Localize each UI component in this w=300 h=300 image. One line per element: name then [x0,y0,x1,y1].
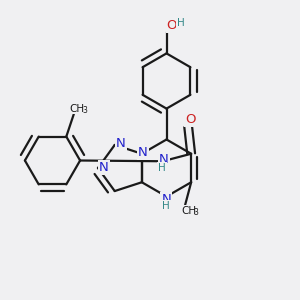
Text: H: H [158,163,166,173]
Text: O: O [185,113,196,126]
Text: N: N [99,160,109,174]
Text: 3: 3 [194,208,199,217]
Text: 3: 3 [82,106,87,115]
Text: H: H [177,17,185,28]
Text: N: N [116,137,126,150]
Text: O: O [167,19,177,32]
Text: CH: CH [70,104,85,114]
Text: N: N [159,153,169,166]
Text: N: N [138,146,148,159]
Text: CH: CH [181,206,196,216]
Text: N: N [161,193,171,206]
Text: H: H [162,201,170,211]
